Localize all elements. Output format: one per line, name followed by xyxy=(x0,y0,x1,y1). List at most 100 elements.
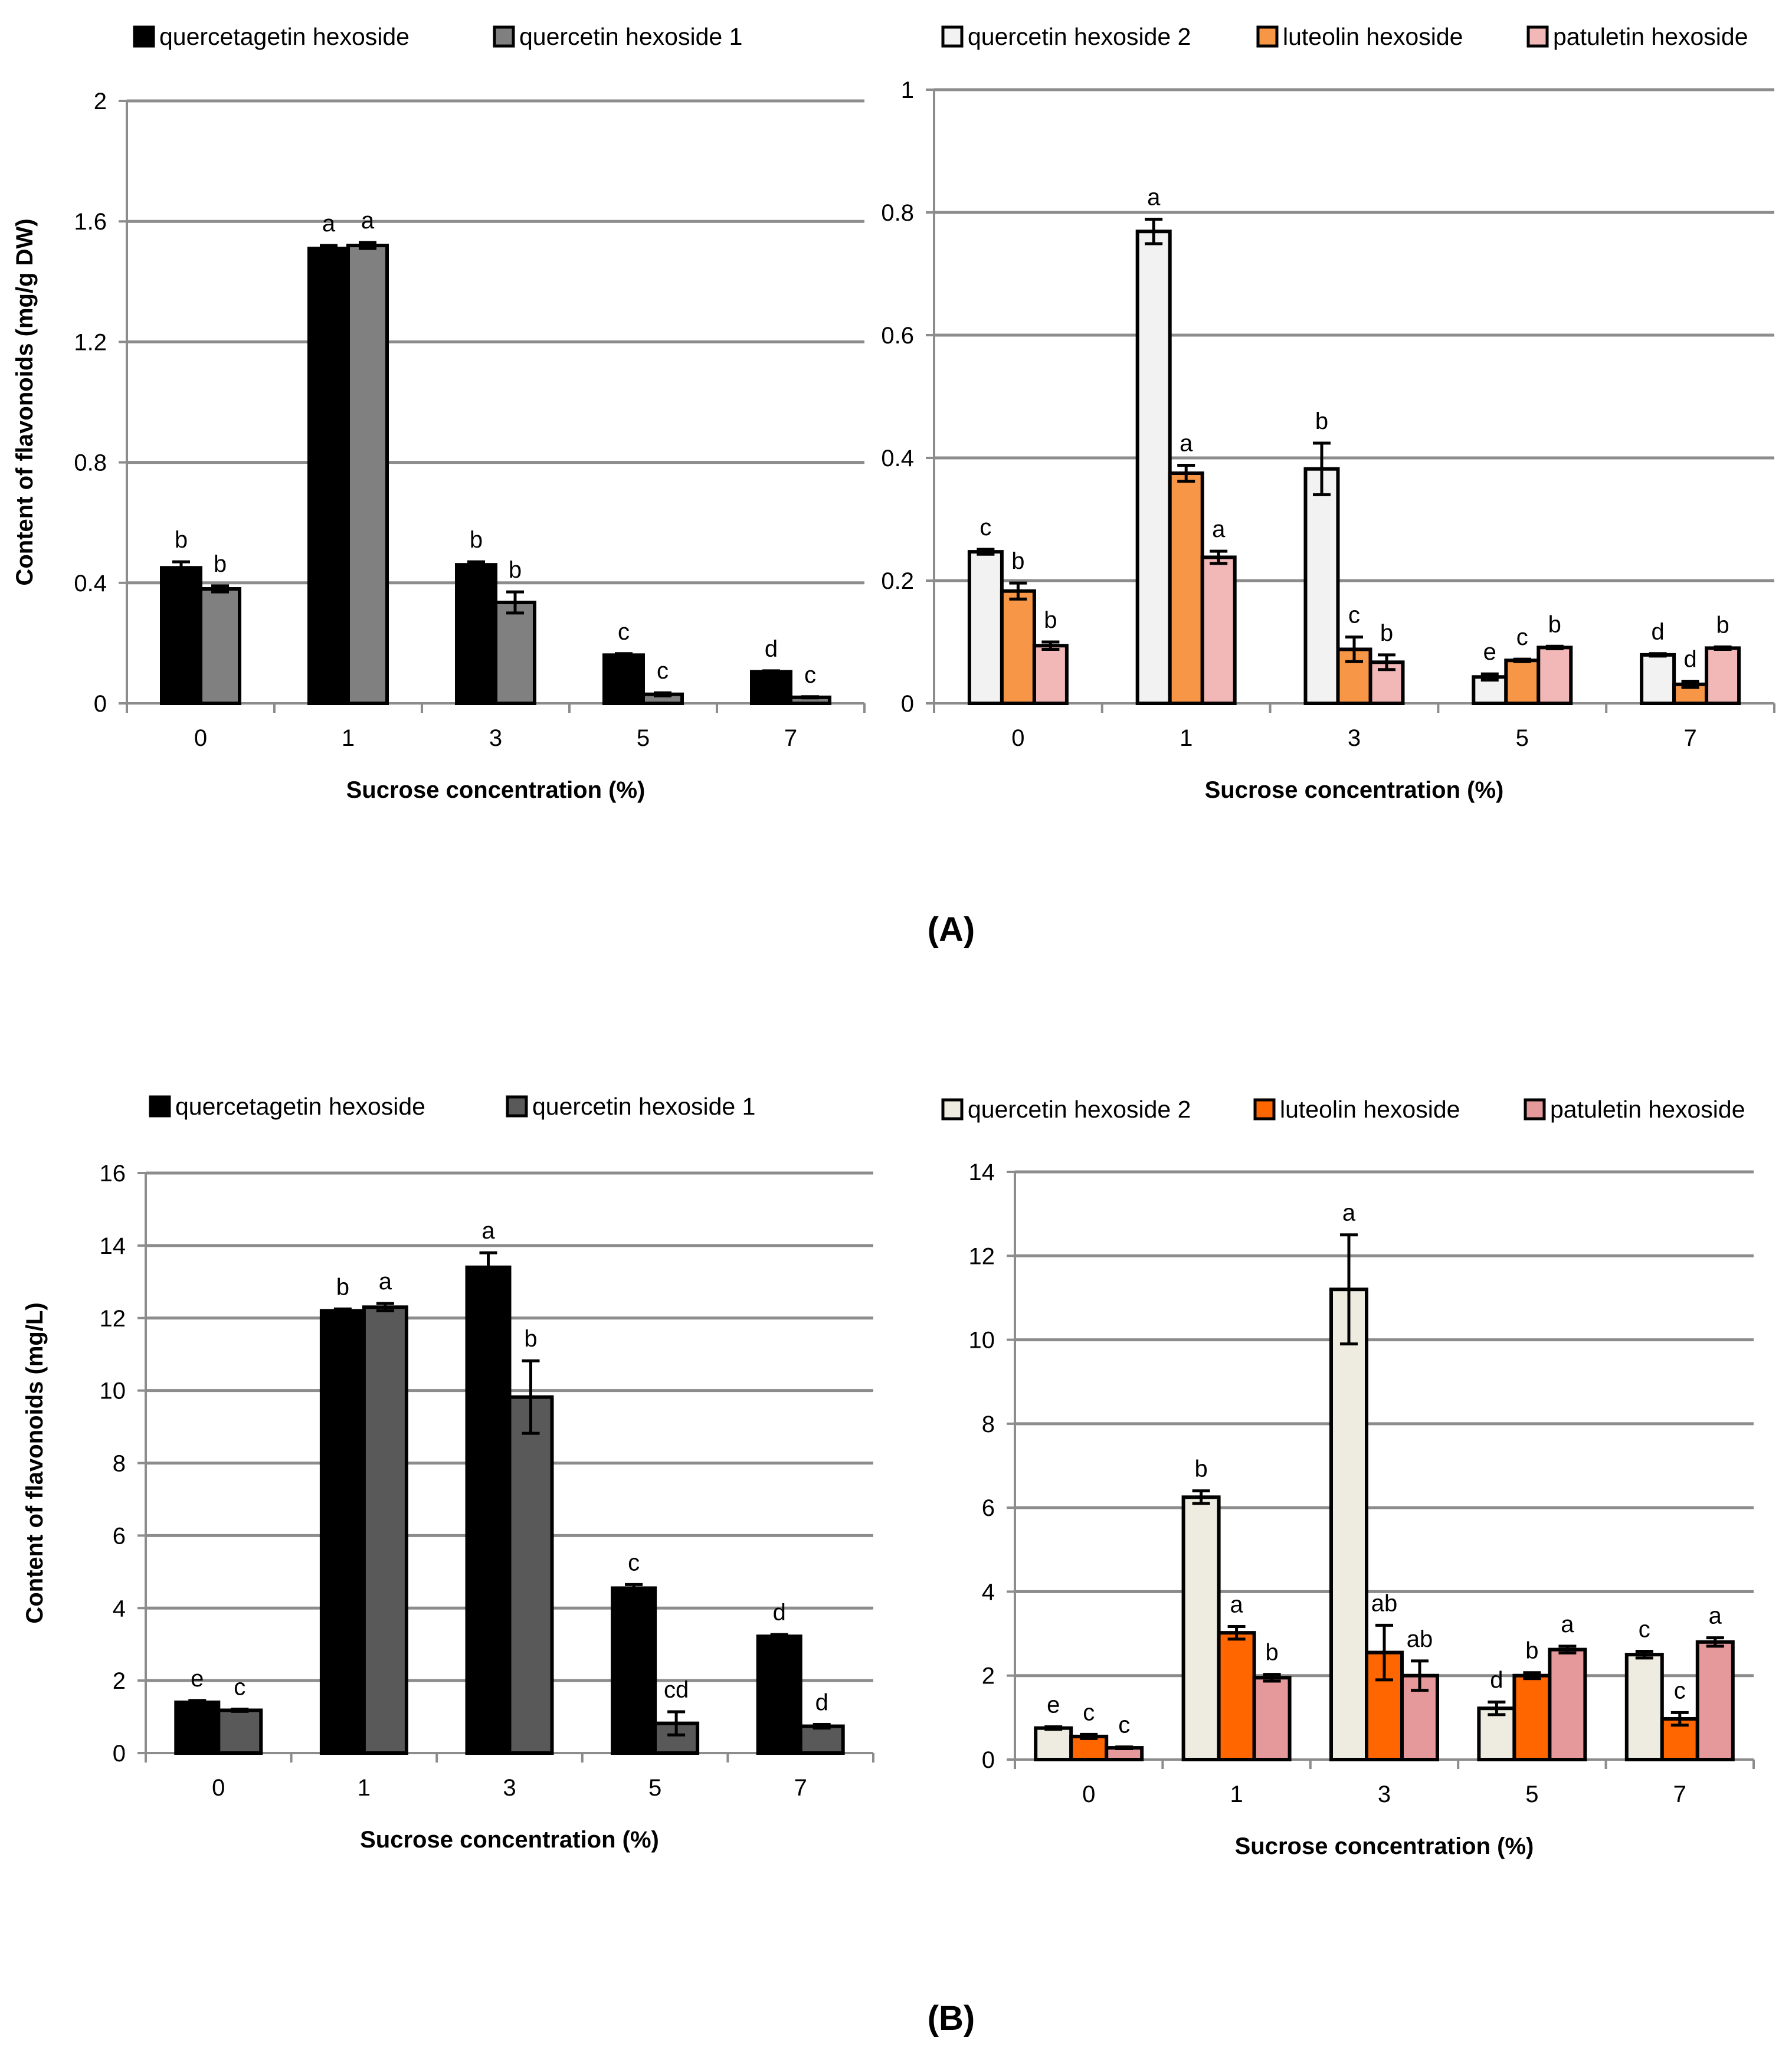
significance-letter: c xyxy=(804,662,816,688)
significance-letter: b xyxy=(214,551,227,577)
significance-letter: c xyxy=(628,1549,640,1575)
bar xyxy=(611,1586,657,1755)
bar xyxy=(199,587,241,706)
bar xyxy=(1624,1653,1664,1761)
legend-label: quercetin hexoside 1 xyxy=(519,23,742,50)
bar xyxy=(465,1265,512,1755)
significance-letter: d xyxy=(815,1689,828,1715)
x-tick-label: 1 xyxy=(358,1775,371,1801)
legend-swatch xyxy=(1253,1098,1276,1121)
y-tick-label: 0.4 xyxy=(881,445,914,471)
significance-letter: a xyxy=(322,211,336,237)
bar xyxy=(1504,659,1541,705)
y-tick-label: 1.6 xyxy=(74,209,107,235)
significance-letter: c xyxy=(979,515,991,540)
significance-letter: a xyxy=(1212,516,1226,542)
bar xyxy=(798,1724,845,1755)
y-tick-label: 16 xyxy=(100,1161,126,1187)
significance-letter: e xyxy=(1483,639,1496,665)
bar xyxy=(1217,1631,1256,1762)
x-tick-label: 0 xyxy=(212,1775,225,1801)
x-tick-label: 7 xyxy=(794,1775,807,1801)
x-axis-title: Sucrose concentration (%) xyxy=(360,1827,659,1853)
bar xyxy=(346,244,389,706)
bar xyxy=(1135,230,1172,705)
x-tick-label: 7 xyxy=(1683,725,1696,751)
significance-letter: a xyxy=(1561,1611,1574,1637)
significance-letter: a xyxy=(1147,184,1161,210)
y-tick-label: 4 xyxy=(982,1579,995,1605)
y-tick-label: 1.2 xyxy=(74,329,107,355)
legend-swatch xyxy=(941,1098,964,1121)
y-tick-label: 8 xyxy=(113,1451,126,1477)
significance-letter: a xyxy=(1230,1591,1243,1617)
legend-label: quercetin hexoside 2 xyxy=(968,23,1191,50)
x-tick-label: 3 xyxy=(1348,725,1361,751)
significance-letter: d xyxy=(765,636,778,662)
legend-swatch xyxy=(506,1095,528,1118)
y-tick-label: 0.4 xyxy=(74,571,107,597)
bar xyxy=(1705,646,1741,706)
significance-letter: c xyxy=(1639,1616,1650,1642)
legend-label: luteolin hexoside xyxy=(1283,23,1463,50)
y-tick-label: 0 xyxy=(113,1741,126,1767)
significance-letter: b xyxy=(1044,607,1057,633)
bar xyxy=(756,1634,802,1755)
panel-label-b: (B) xyxy=(928,1999,975,2037)
y-tick-label: 4 xyxy=(113,1596,126,1621)
x-tick-label: 5 xyxy=(1525,1781,1538,1807)
x-tick-label: 5 xyxy=(648,1775,661,1801)
bar xyxy=(1329,1288,1368,1761)
legend-label: patuletin hexoside xyxy=(1550,1096,1745,1123)
bar xyxy=(1200,555,1237,705)
x-tick-label: 7 xyxy=(784,725,797,751)
significance-letter: d xyxy=(1490,1668,1503,1693)
significance-letter: d xyxy=(773,1600,786,1626)
y-tick-label: 0 xyxy=(94,691,107,717)
y-tick-label: 6 xyxy=(982,1495,995,1521)
significance-letter: b xyxy=(509,557,522,583)
bar xyxy=(653,1721,700,1755)
x-tick-label: 3 xyxy=(503,1775,516,1801)
y-tick-label: 0.6 xyxy=(881,323,914,349)
bar xyxy=(1640,653,1676,705)
significance-letter: a xyxy=(1709,1603,1722,1629)
y-tick-label: 10 xyxy=(100,1378,126,1404)
significance-letter: a xyxy=(361,208,375,234)
legend-swatch xyxy=(1256,25,1279,48)
bar xyxy=(1252,1676,1292,1762)
y-tick-label: 6 xyxy=(113,1523,126,1549)
y-tick-label: 14 xyxy=(100,1233,126,1259)
bar xyxy=(750,670,792,705)
x-axis-title: Sucrose concentration (%) xyxy=(346,777,646,803)
significance-letter: e xyxy=(191,1666,204,1692)
y-tick-label: 12 xyxy=(969,1243,995,1269)
bar xyxy=(1181,1495,1221,1762)
y-tick-label: 14 xyxy=(969,1159,995,1185)
significance-letter: a xyxy=(379,1269,392,1295)
x-tick-label: 3 xyxy=(489,725,502,751)
y-tick-label: 0 xyxy=(982,1747,995,1773)
significance-letter: d xyxy=(1651,619,1664,645)
bar xyxy=(307,247,350,705)
significance-letter: c xyxy=(1083,1699,1095,1725)
legend-label: luteolin hexoside xyxy=(1280,1096,1460,1123)
bar xyxy=(455,563,497,705)
significance-letter: ab xyxy=(1407,1626,1433,1652)
significance-letter: b xyxy=(1548,611,1561,637)
legend-swatch xyxy=(1526,25,1549,48)
bar xyxy=(1695,1640,1735,1762)
bar xyxy=(1000,589,1036,705)
x-tick-label: 5 xyxy=(637,725,650,751)
x-axis-title: Sucrose concentration (%) xyxy=(1235,1833,1534,1859)
y-tick-label: 10 xyxy=(969,1328,995,1354)
significance-letter: cd xyxy=(664,1677,689,1703)
bar xyxy=(1034,1726,1073,1761)
significance-letter: c xyxy=(1118,1712,1130,1738)
significance-letter: a xyxy=(1342,1200,1356,1226)
significance-letter: b xyxy=(1380,620,1393,646)
